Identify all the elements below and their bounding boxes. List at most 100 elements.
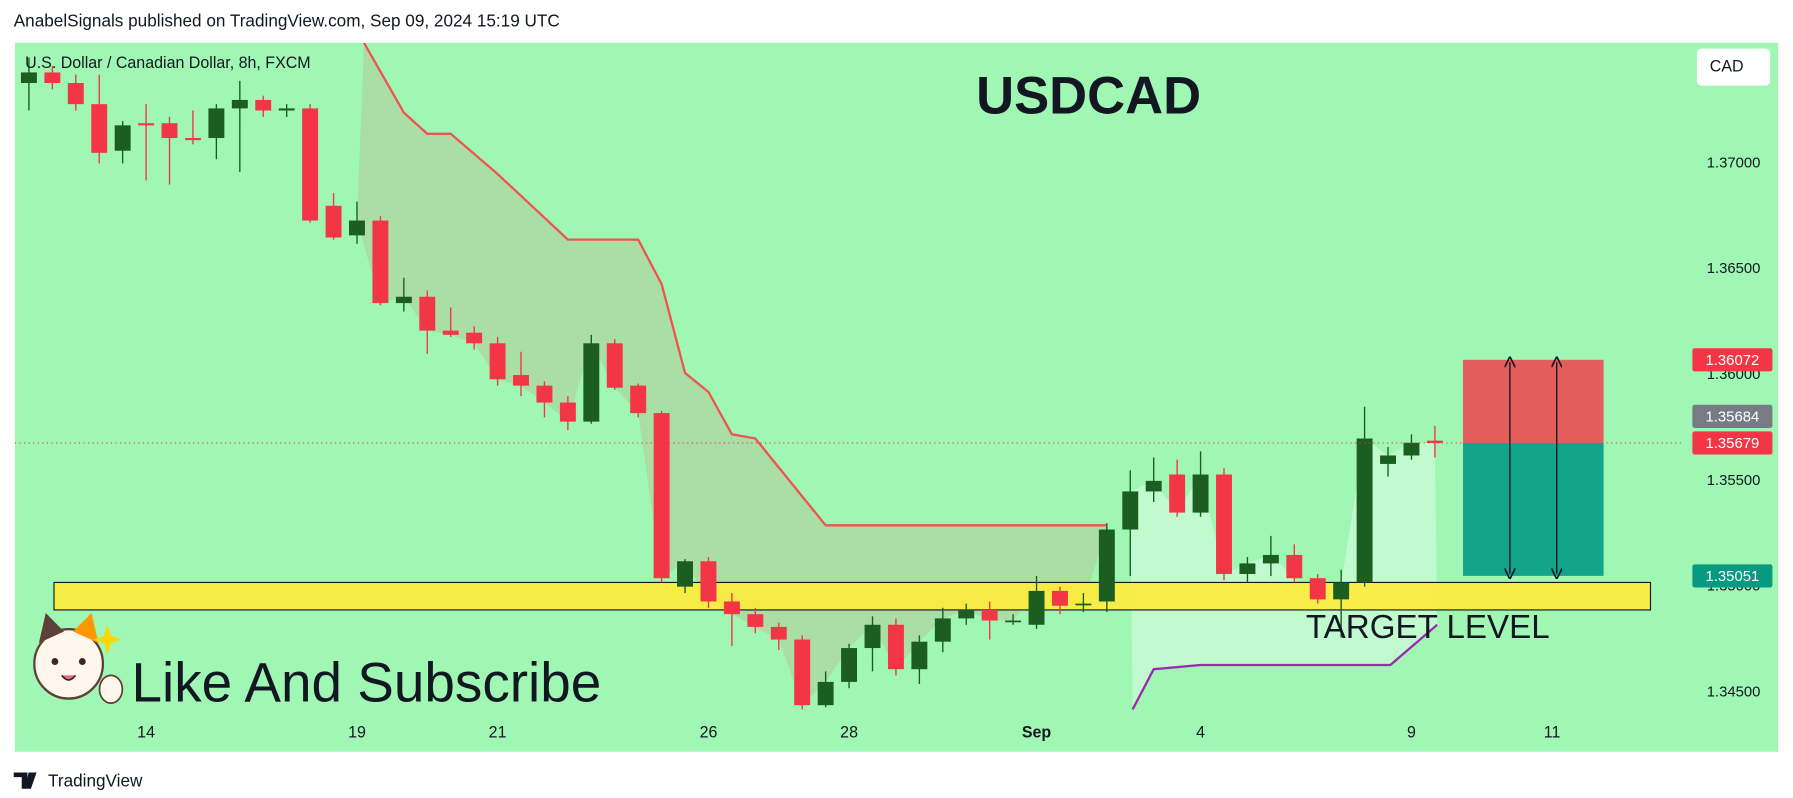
x-tick-label: 11: [1544, 723, 1561, 741]
candle-body: [1052, 590, 1068, 606]
candle-body: [513, 375, 529, 386]
candle-body: [1122, 491, 1139, 530]
x-tick-label: 21: [489, 723, 507, 741]
price-label-box: [1692, 404, 1773, 428]
candle-body: [114, 125, 131, 151]
candle-body: [536, 385, 553, 403]
candle-body: [934, 618, 951, 642]
candle-body: [255, 99, 272, 111]
candle-body: [161, 123, 178, 139]
footer-brand: TradingView: [48, 770, 143, 790]
published-line: AnabelSignals published on TradingView.c…: [14, 10, 560, 30]
candle-body: [1333, 582, 1350, 600]
y-tick-label: 1.35500: [1707, 472, 1761, 489]
candle-body: [559, 402, 576, 422]
price-label: 1.36072: [1706, 352, 1760, 369]
candle-body: [231, 99, 248, 109]
price-label-box: [1692, 348, 1773, 372]
candle-body: [1192, 474, 1209, 513]
candle-body: [887, 624, 904, 670]
price-label: 1.35051: [1706, 568, 1760, 585]
candle-body: [1380, 455, 1396, 464]
candle-body: [1098, 529, 1115, 602]
candle-body: [677, 561, 694, 587]
x-tick-label: Sep: [1022, 723, 1052, 741]
price-label: 1.35684: [1706, 408, 1760, 425]
x-tick-label: 4: [1196, 723, 1205, 741]
candle-body: [1239, 563, 1256, 574]
candle-body: [817, 681, 834, 706]
candle-body: [1356, 438, 1373, 583]
candle-body: [700, 561, 717, 602]
candle-body: [606, 343, 623, 388]
candle-body: [1309, 578, 1326, 600]
candle-body: [349, 220, 365, 236]
candle-body: [1216, 474, 1232, 574]
candle-body: [770, 626, 787, 640]
price-label-box: [1692, 564, 1773, 588]
candle-body: [395, 296, 412, 304]
candle-body: [1286, 554, 1303, 579]
y-tick-label: 1.36500: [1707, 260, 1761, 277]
stop-area: [1463, 359, 1604, 443]
candle-body: [325, 205, 342, 238]
candle-body: [1145, 480, 1162, 492]
target-annotation: TARGET LEVEL: [1306, 609, 1550, 646]
candle-body: [1169, 474, 1186, 513]
price-label-box: [1692, 431, 1773, 455]
y-tick-label: 1.34500: [1707, 683, 1761, 700]
x-tick-label: 19: [348, 723, 366, 741]
candle-body: [489, 343, 506, 380]
candle-body: [1075, 603, 1092, 606]
plot-area: [14, 42, 1681, 710]
candle-body: [911, 641, 928, 670]
candle-body: [278, 108, 295, 111]
subscribe-annotation: Like And Subscribe: [132, 651, 602, 713]
candle-body: [958, 609, 975, 619]
candle-body: [841, 648, 858, 682]
overlay: 1419212628Sep49111.345001.350001.355001.…: [137, 154, 1773, 742]
candle-body: [1028, 590, 1045, 625]
candle-body: [981, 609, 998, 621]
candle-body: [208, 108, 225, 139]
candle-body: [794, 639, 811, 706]
candle-body: [67, 83, 84, 105]
x-tick-label: 14: [137, 723, 155, 741]
currency-label: CAD: [1710, 57, 1744, 75]
candle-body: [302, 108, 319, 221]
candle-body: [184, 138, 201, 141]
indicator-line: [1131, 623, 1438, 710]
candle-body: [466, 332, 483, 344]
chart-title: USDCAD: [976, 66, 1201, 125]
symbol-label: U.S. Dollar / Canadian Dollar, 8h, FXCM: [25, 54, 310, 72]
x-tick-label: 9: [1407, 723, 1416, 741]
currency-button[interactable]: [1696, 48, 1771, 86]
candle-body: [372, 220, 389, 304]
candle-body: [1262, 554, 1279, 564]
candle-body: [630, 385, 647, 414]
x-tick-label: 28: [840, 723, 858, 741]
candle-body: [723, 601, 740, 615]
candle-body: [747, 614, 764, 627]
candle-body: [583, 343, 600, 422]
footer-logo: [13, 772, 37, 789]
target-zone: [53, 581, 1652, 611]
candle-body: [138, 123, 155, 126]
candle-body: [442, 330, 459, 335]
candle-body: [1403, 442, 1420, 456]
candle-body: [653, 413, 670, 579]
indicator-line: [363, 42, 1107, 527]
candle-body: [864, 624, 881, 649]
candle-body: [1005, 620, 1022, 623]
target-area: [1463, 442, 1604, 576]
candle-body: [20, 72, 37, 84]
x-tick-label: 26: [700, 723, 718, 741]
indicator-fill: [356, 42, 1107, 706]
candle-body: [1426, 440, 1443, 443]
candle-body: [91, 104, 108, 153]
price-label: 1.35679: [1706, 435, 1760, 452]
y-tick-label: 1.37000: [1707, 154, 1761, 171]
candle-body: [419, 296, 436, 331]
